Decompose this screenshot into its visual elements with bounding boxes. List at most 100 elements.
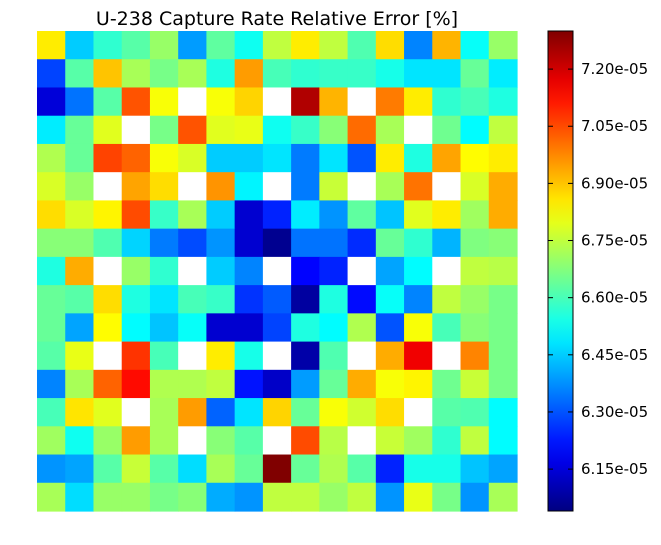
heatmap-cell — [319, 398, 349, 427]
heatmap-cell — [375, 200, 405, 230]
heatmap-cell — [37, 313, 66, 343]
heatmap-cell — [178, 454, 208, 484]
heatmap-cell — [347, 482, 377, 512]
colorbar-tick-label: 6.30e-05 — [581, 403, 648, 421]
heatmap-cell — [319, 115, 349, 145]
heatmap-cell — [319, 143, 349, 173]
heatmap-cell — [432, 87, 462, 117]
heatmap-cell — [319, 256, 349, 286]
heatmap-cell — [206, 172, 236, 202]
heatmap-cell — [262, 482, 292, 512]
heatmap-cell — [206, 115, 236, 145]
heatmap-cell — [178, 143, 208, 173]
heatmap-cell — [93, 200, 123, 230]
heatmap-cell — [65, 398, 95, 427]
heatmap-cell — [149, 31, 179, 60]
heatmap-cell — [347, 115, 377, 145]
colorbar-tick-label: 6.75e-05 — [581, 232, 648, 250]
heatmap-cell — [206, 31, 236, 60]
heatmap-cell — [319, 200, 349, 230]
heatmap-cell — [93, 115, 123, 145]
heatmap-cell — [206, 341, 236, 371]
heatmap-cell — [178, 59, 208, 89]
heatmap-cell — [234, 115, 264, 145]
heatmap-cell — [319, 454, 349, 484]
heatmap-cell — [319, 369, 349, 399]
heatmap-cell — [37, 31, 66, 60]
heatmap-cell — [206, 482, 236, 512]
heatmap-cell — [65, 143, 95, 173]
heatmap-cell — [375, 313, 405, 343]
heatmap-cell — [319, 228, 349, 258]
heatmap-cell — [488, 482, 518, 512]
heatmap-cell — [65, 256, 95, 286]
heatmap-cell — [37, 482, 66, 512]
heatmap-cell — [149, 256, 179, 286]
heatmap-cell — [65, 285, 95, 314]
heatmap-cell — [93, 228, 123, 258]
heatmap-cell — [262, 115, 292, 145]
heatmap-cell — [65, 341, 95, 371]
heatmap-cell — [347, 313, 377, 343]
heatmap-cell — [375, 228, 405, 258]
heatmap-cell — [488, 200, 518, 230]
heatmap-cell — [149, 341, 179, 371]
heatmap-cell — [234, 454, 264, 484]
heatmap-cell — [319, 31, 349, 60]
heatmap-cell — [404, 313, 433, 343]
heatmap-cell — [93, 143, 123, 173]
heatmap-cell — [37, 200, 66, 230]
heatmap-cell — [178, 313, 208, 343]
heatmap-cell — [347, 454, 377, 484]
heatmap-cell — [37, 398, 66, 427]
heatmap-cell — [93, 172, 123, 202]
heatmap-cell — [121, 341, 151, 371]
heatmap-cell — [178, 115, 208, 145]
heatmap-cell — [488, 228, 518, 258]
heatmap-cell — [37, 87, 66, 117]
heatmap-cell — [206, 313, 236, 343]
heatmap-cell — [488, 172, 518, 202]
heatmap-cell — [121, 426, 151, 456]
heatmap-cell — [178, 256, 208, 286]
heatmap-cell — [347, 59, 377, 89]
heatmap-cell — [262, 285, 292, 314]
heatmap-cell — [149, 426, 179, 456]
heatmap-cell — [149, 87, 179, 117]
heatmap-cell — [460, 256, 490, 286]
heatmap-cell — [65, 313, 95, 343]
heatmap-cell — [375, 369, 405, 399]
heatmap-cell — [37, 285, 66, 314]
heatmap-cell — [65, 87, 95, 117]
heatmap-cell — [93, 369, 123, 399]
heatmap-cell — [262, 143, 292, 173]
heatmap-cell — [37, 59, 66, 89]
heatmap-cell — [319, 59, 349, 89]
heatmap-cell — [37, 228, 66, 258]
heatmap-cell — [65, 228, 95, 258]
heatmap-cell — [206, 256, 236, 286]
colorbar-gradient — [547, 30, 574, 512]
heatmap-cell — [432, 482, 462, 512]
heatmap-cell — [375, 87, 405, 117]
heatmap-cell — [37, 256, 66, 286]
heatmap-cell — [488, 31, 518, 60]
heatmap-cell — [460, 115, 490, 145]
heatmap-cell — [65, 454, 95, 484]
heatmap-cell — [404, 31, 433, 60]
heatmap-cell — [488, 115, 518, 145]
heatmap-cell — [460, 426, 490, 456]
heatmap-cell — [432, 398, 462, 427]
heatmap-cell — [347, 398, 377, 427]
heatmap-cell — [319, 341, 349, 371]
heatmap-cell — [347, 143, 377, 173]
heatmap-cell — [460, 59, 490, 89]
heatmap-cell — [121, 398, 151, 427]
heatmap-cell — [262, 228, 292, 258]
heatmap-cell — [65, 482, 95, 512]
heatmap-cell — [460, 398, 490, 427]
heatmap-cell — [319, 172, 349, 202]
heatmap-cell — [404, 87, 433, 117]
heatmap-cell — [121, 313, 151, 343]
heatmap-cell — [234, 369, 264, 399]
